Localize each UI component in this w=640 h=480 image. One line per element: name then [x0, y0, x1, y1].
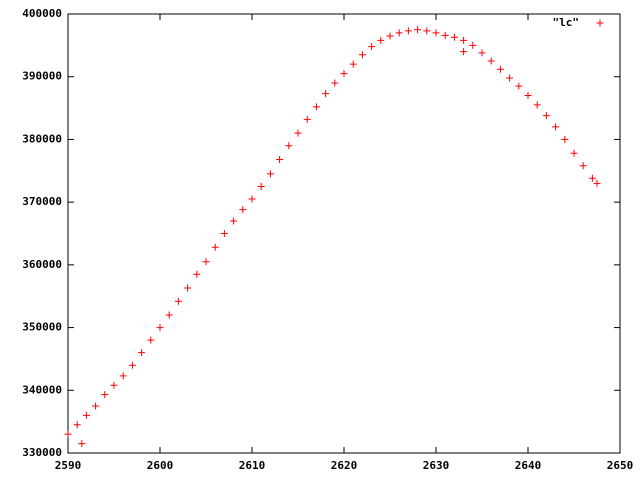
point: [294, 129, 302, 137]
point: [395, 29, 403, 37]
y-tick-label: 400000: [22, 7, 62, 20]
point: [423, 27, 431, 35]
point: [340, 70, 348, 78]
point: [593, 179, 601, 187]
point: [193, 270, 201, 278]
point: [358, 51, 366, 59]
point: [414, 26, 422, 34]
x-tick-label: 2630: [423, 459, 450, 472]
point: [515, 82, 523, 90]
point: [285, 142, 293, 150]
point: [276, 155, 284, 163]
point: [257, 182, 265, 190]
y-tick-label: 350000: [22, 321, 62, 334]
point: [524, 92, 532, 100]
point: [248, 195, 256, 203]
y-tick-label: 330000: [22, 446, 62, 459]
point: [542, 112, 550, 120]
point: [312, 103, 320, 111]
point: [303, 115, 311, 123]
y-tick-label: 390000: [22, 70, 62, 83]
point: [552, 123, 560, 131]
point: [496, 65, 504, 73]
y-tick-label: 360000: [22, 258, 62, 271]
point: [331, 79, 339, 87]
point: [386, 32, 394, 40]
point: [64, 430, 72, 438]
point: [128, 361, 136, 369]
y-tick-label: 370000: [22, 195, 62, 208]
point: [533, 101, 541, 109]
point: [220, 230, 228, 237]
point: [101, 391, 109, 399]
y-tick-label: 380000: [22, 132, 62, 145]
point: [441, 31, 449, 39]
point: [404, 27, 412, 35]
point: [266, 170, 274, 178]
point: [138, 349, 146, 357]
point: [230, 217, 238, 225]
point: [156, 324, 164, 332]
point: [487, 57, 495, 65]
x-tick-label: 2650: [607, 459, 634, 472]
legend-label: "lc": [553, 16, 580, 29]
y-tick-label: 340000: [22, 383, 62, 396]
point: [579, 162, 587, 170]
point: [78, 440, 86, 448]
point: [561, 135, 569, 143]
point: [460, 36, 468, 44]
point: [165, 311, 173, 319]
x-tick-label: 2610: [239, 459, 266, 472]
point: [349, 60, 357, 68]
point: [432, 29, 440, 37]
x-tick-label: 2600: [147, 459, 174, 472]
point: [174, 297, 182, 305]
point: [469, 41, 477, 49]
point: [460, 48, 468, 56]
plot-border: [67, 13, 621, 454]
point: [82, 411, 90, 419]
point: [377, 36, 385, 44]
point: [368, 43, 376, 51]
point: [119, 372, 127, 380]
point: [92, 402, 100, 410]
point: [239, 206, 247, 214]
point: [110, 381, 118, 389]
point: [73, 421, 81, 429]
point: [211, 243, 219, 251]
legend-marker: [596, 19, 604, 27]
point: [588, 174, 596, 182]
point: [570, 149, 578, 157]
point: [506, 74, 514, 82]
x-tick-label: 2590: [55, 459, 82, 472]
point: [450, 33, 458, 41]
point: [147, 336, 155, 344]
point: [478, 49, 486, 57]
point: [184, 284, 192, 292]
x-tick-label: 2640: [515, 459, 542, 472]
point: [322, 90, 330, 98]
point: [202, 258, 210, 266]
x-tick-label: 2620: [331, 459, 358, 472]
